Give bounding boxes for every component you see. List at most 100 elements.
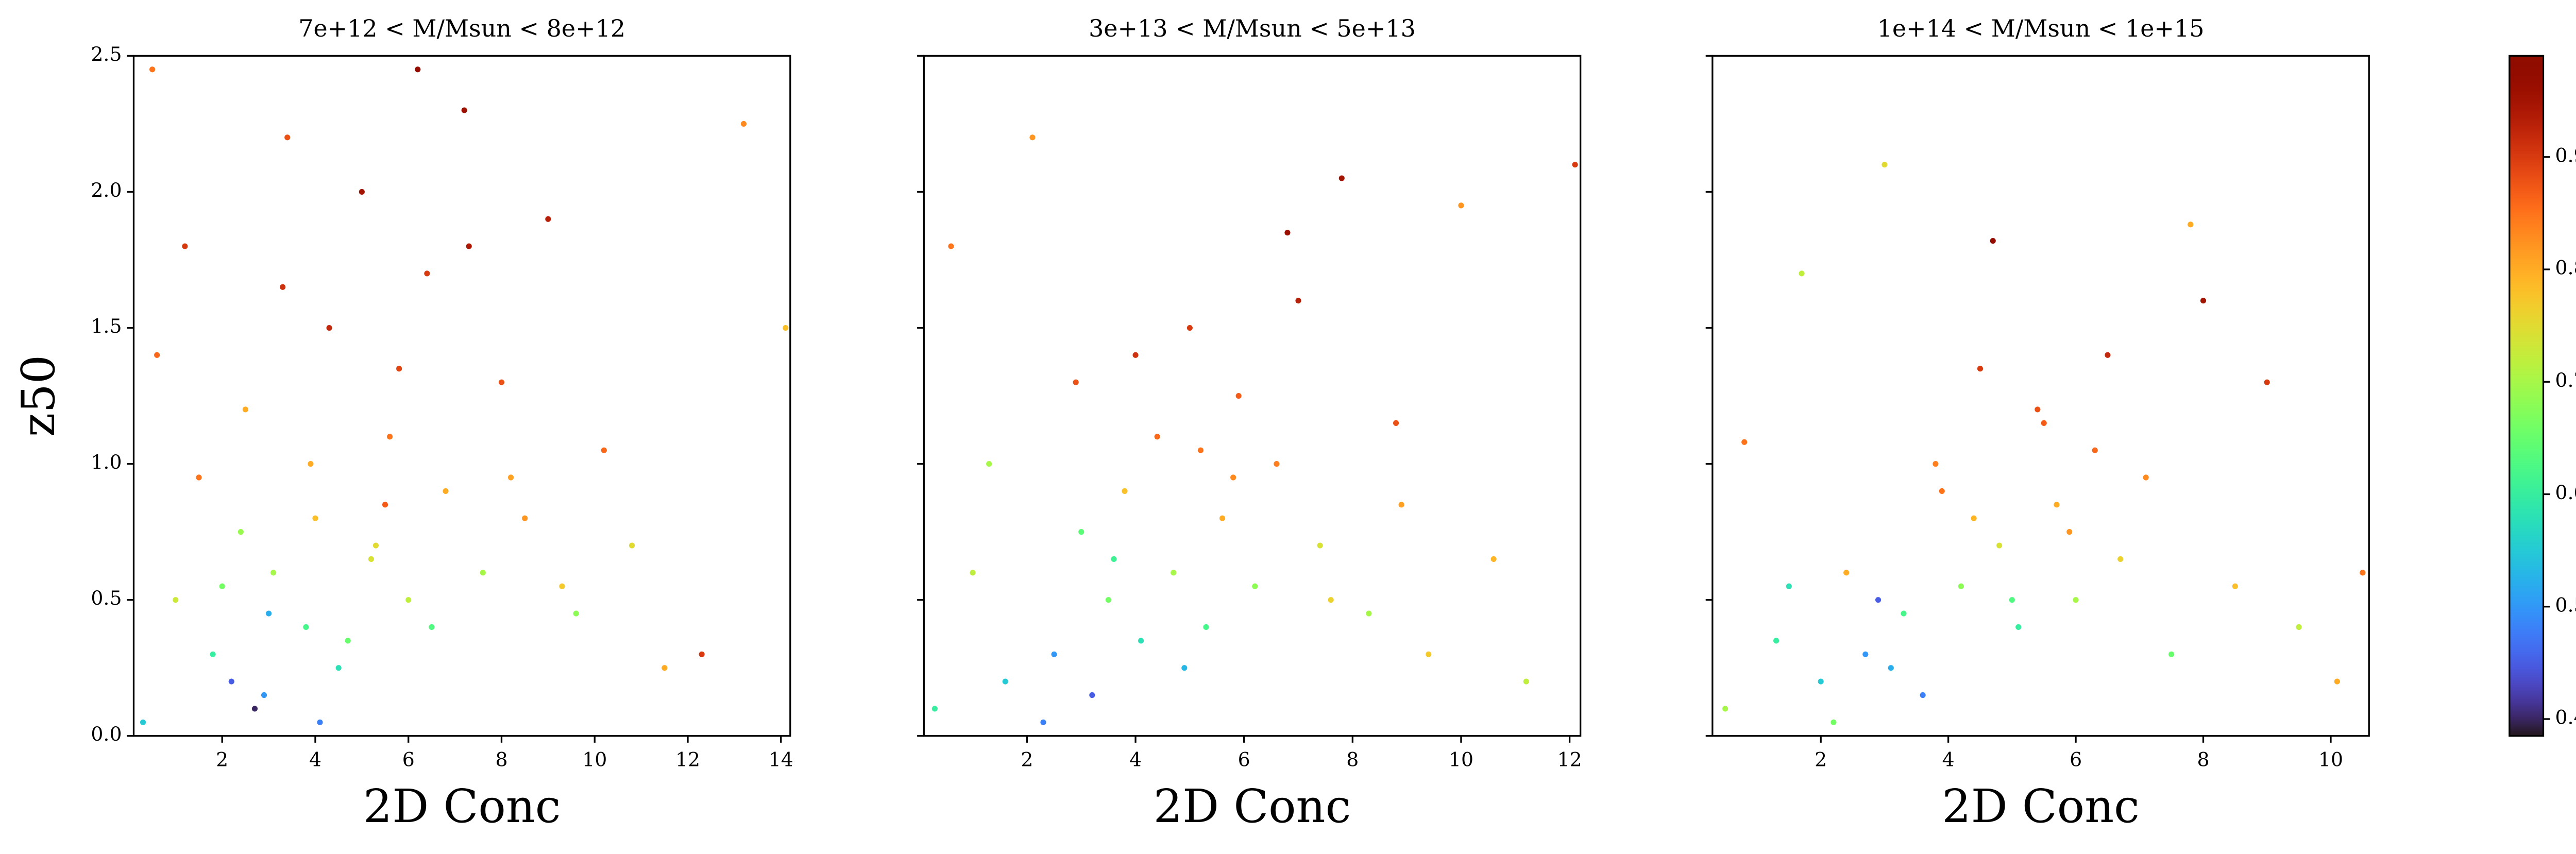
point: [662, 665, 668, 671]
point: [1078, 529, 1084, 535]
point: [1939, 488, 1945, 494]
point: [931, 706, 938, 712]
point: [1328, 597, 1334, 603]
point: [424, 270, 430, 277]
point: [238, 529, 244, 535]
point: [1317, 542, 1323, 549]
point: [1831, 719, 1837, 725]
point: [1398, 502, 1404, 508]
point: [173, 597, 179, 603]
point: [986, 461, 992, 467]
axes-frame: [132, 55, 791, 737]
point: [1722, 706, 1728, 712]
x-tick-label: 4: [1942, 748, 1955, 771]
point: [284, 134, 291, 141]
point: [1181, 665, 1188, 671]
x-tick-label: 12: [675, 748, 700, 771]
point: [2168, 651, 2175, 657]
point: [1029, 134, 1036, 141]
point: [498, 379, 505, 385]
point: [2264, 379, 2270, 385]
point: [182, 243, 188, 249]
point: [1274, 461, 1280, 467]
point: [1235, 392, 1242, 399]
x-tick-label: 2: [1021, 748, 1033, 771]
x-tick-label: 4: [1129, 748, 1142, 771]
point: [2054, 502, 2060, 508]
point: [308, 461, 314, 467]
point: [2035, 406, 2041, 413]
point: [461, 107, 467, 113]
point: [948, 243, 954, 249]
plot-area: 2 4 6 8 10 1e+14 < M/Msun < 1e+15 2D Conc: [1705, 14, 2370, 833]
axes-frame: [1711, 55, 2370, 737]
x-tick-label: 10: [1449, 748, 1473, 771]
x-tick-label: 6: [2070, 748, 2082, 771]
point: [1105, 597, 1111, 603]
point: [1111, 556, 1117, 562]
point: [1572, 162, 1578, 168]
point: [1203, 624, 1209, 630]
y-axis-label: z50: [12, 355, 65, 437]
point: [2041, 420, 2047, 426]
point: [1002, 678, 1008, 685]
point: [1773, 638, 1780, 644]
point: [359, 189, 365, 195]
x-axis-label: 2D Conc: [1942, 780, 2140, 833]
x-tick-label: 6: [1238, 748, 1250, 771]
point: [1219, 515, 1226, 521]
point: [335, 665, 342, 671]
point: [1875, 597, 1882, 603]
point: [1051, 651, 1057, 657]
point: [1122, 488, 1128, 494]
point: [545, 216, 551, 222]
colorbar-tick-label: 0.9: [2555, 144, 2576, 166]
point: [2009, 597, 2015, 603]
y-tick-label: 0.0: [91, 723, 122, 745]
point: [2200, 298, 2207, 304]
point: [1901, 610, 1907, 617]
point: [1366, 610, 1372, 617]
x-tick-label: 10: [582, 748, 607, 771]
point: [140, 719, 146, 725]
panel-title: 7e+12 < M/Msun < 8e+12: [298, 14, 625, 42]
point: [1933, 461, 1939, 467]
y-tick-label: 1.0: [91, 451, 122, 473]
point: [2066, 529, 2073, 535]
point: [1490, 556, 1497, 562]
point: [1040, 719, 1046, 725]
point: [210, 651, 216, 657]
point: [1862, 651, 1869, 657]
colorbar-tick-label: 0.7: [2555, 369, 2576, 391]
point: [970, 570, 976, 576]
x-tick-label: 8: [2197, 748, 2210, 771]
point: [415, 66, 421, 73]
point: [443, 488, 449, 494]
x-tick-label: 12: [1557, 748, 1582, 771]
point: [573, 610, 579, 617]
point: [1990, 237, 1996, 244]
point: [368, 556, 374, 562]
x-tick-label: 8: [495, 748, 507, 771]
point: [2232, 583, 2238, 589]
point: [2073, 597, 2079, 603]
point: [326, 324, 332, 331]
point: [251, 706, 258, 712]
point: [1426, 651, 1432, 657]
point: [228, 678, 234, 685]
point: [466, 243, 472, 249]
point: [1920, 692, 1926, 698]
point: [1230, 474, 1236, 481]
panel-title: 1e+14 < M/Msun < 1e+15: [1877, 14, 2205, 42]
point: [372, 542, 379, 549]
panel-title: 3e+13 < M/Msun < 5e+13: [1089, 14, 1416, 42]
colorbar-tick-label: 0.6: [2555, 481, 2576, 504]
point: [1073, 379, 1079, 385]
plot-area: 2 4 6 8 10 12 3e+13 < M/Msun < 5e+13 2D Conc: [917, 14, 1582, 833]
point: [1843, 570, 1850, 576]
axes-frame: [923, 55, 1582, 737]
point: [1971, 515, 1977, 521]
point: [1799, 270, 1805, 277]
point: [303, 624, 309, 630]
